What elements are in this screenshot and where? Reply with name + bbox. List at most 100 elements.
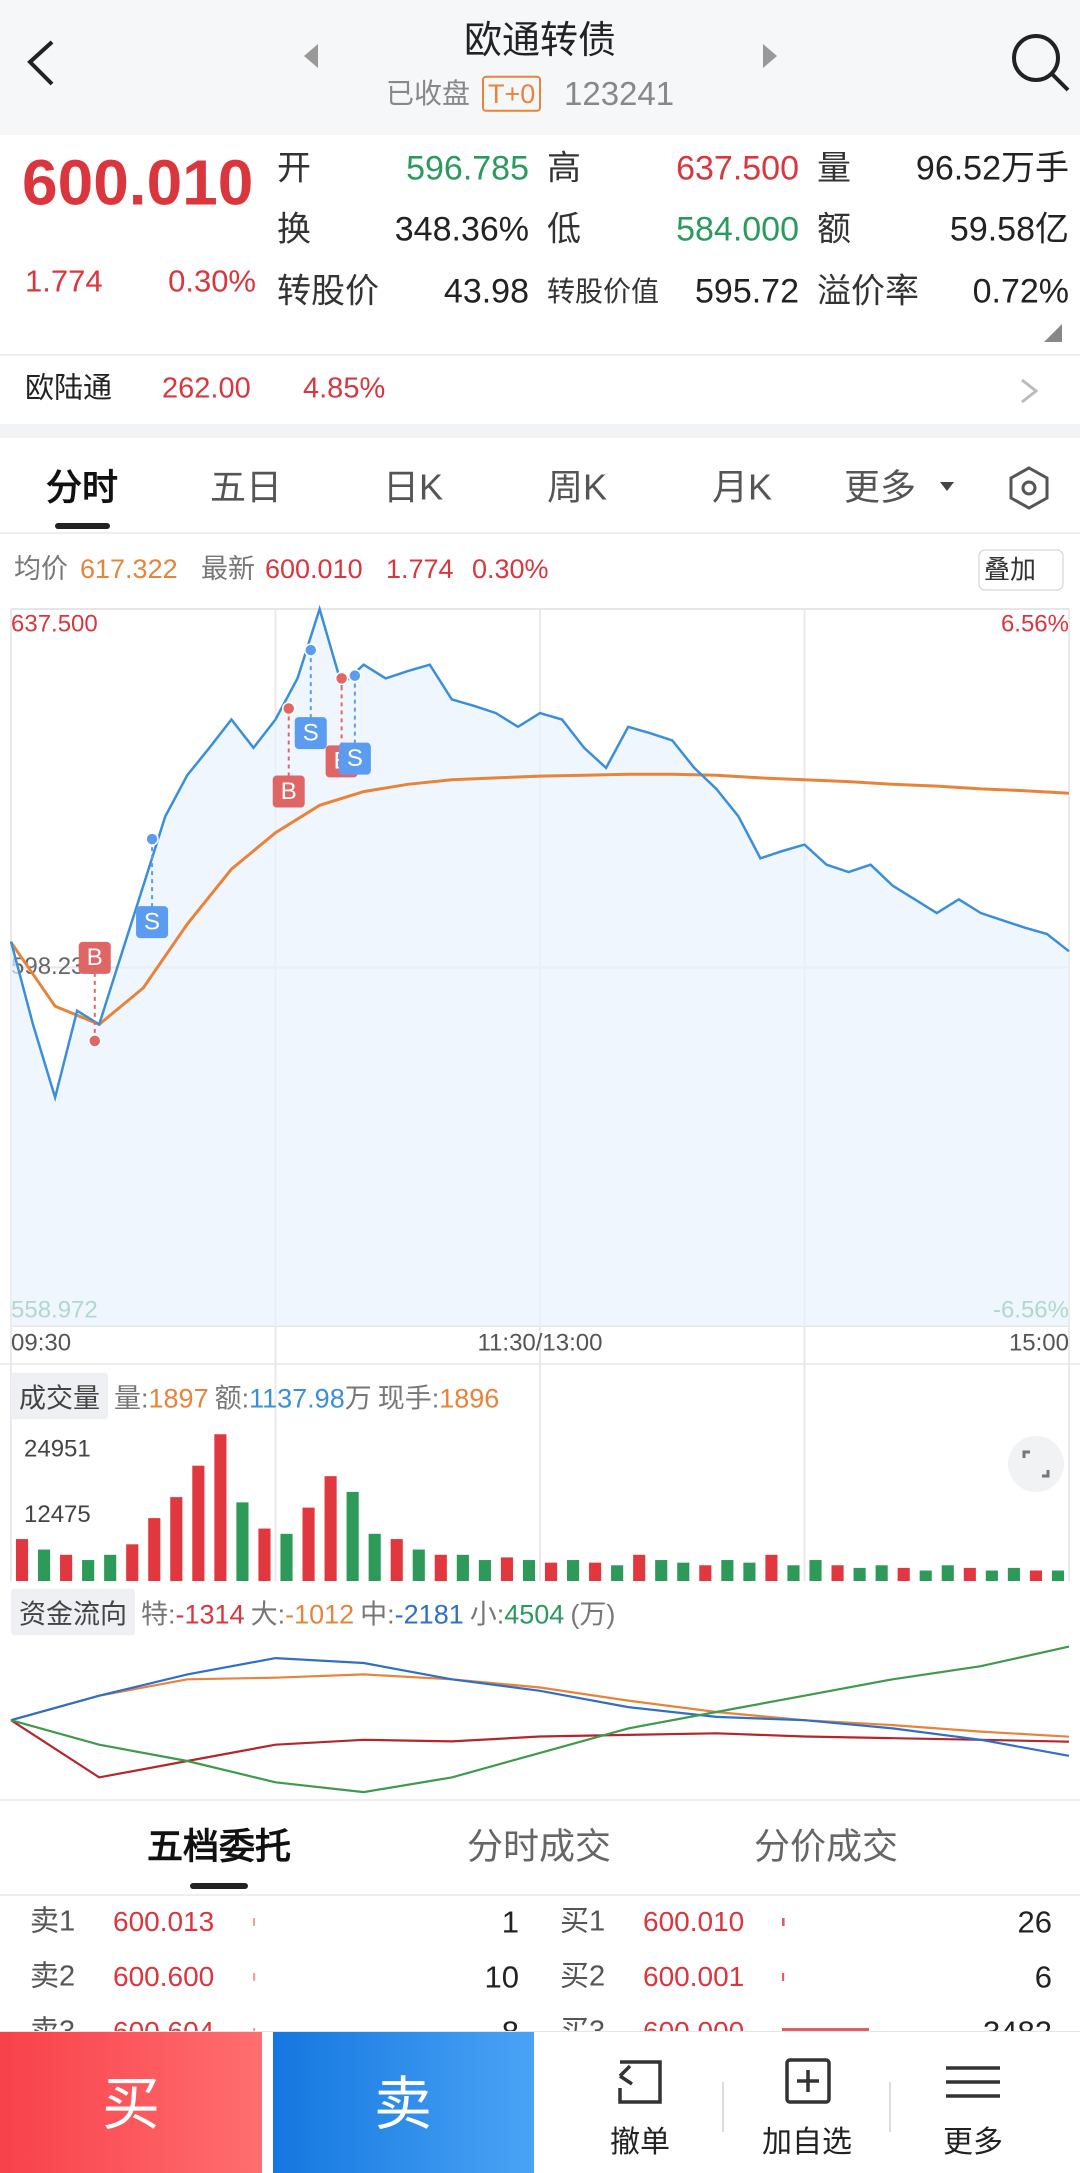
volume-bar: [567, 1560, 580, 1581]
volume-bar: [919, 1570, 932, 1581]
buy-button[interactable]: [0, 2032, 262, 2173]
charts: 558.972598.236637.500-6.56%6.56%09:3011:…: [0, 0, 1080, 2031]
quote-label: 量: [817, 149, 851, 188]
trade-point: [281, 701, 296, 716]
stat-label: 现手:: [377, 1383, 440, 1414]
volume-bar: [148, 1518, 161, 1581]
stat: 额:1137.98万: [215, 1377, 372, 1416]
volume-bar: [478, 1560, 491, 1581]
order-tab[interactable]: 五档委托: [146, 1825, 292, 1867]
avg-label: 均价: [14, 553, 68, 584]
trade-badge: [294, 717, 327, 750]
volume-bar: [390, 1539, 403, 1581]
stat: 小:4504: [470, 1593, 565, 1632]
x-tick-label: 15:00: [1009, 1329, 1069, 1356]
depth-bar: [253, 1973, 256, 1981]
order-label: 买2: [560, 1960, 606, 1993]
code: 123241: [564, 75, 675, 113]
volume-bar: [82, 1560, 95, 1581]
expand-corner: [1044, 324, 1062, 342]
prev-icon[interactable]: [304, 44, 318, 68]
volume-bar: [368, 1533, 381, 1581]
quote-label: 转股价: [277, 272, 379, 311]
chart-tab[interactable]: 五日: [209, 466, 283, 508]
header-bg: [0, 0, 1080, 135]
price-area: [11, 609, 1069, 1326]
overlay-label[interactable]: 叠加: [984, 554, 1037, 585]
bottom-bar: 买 卖 撤单 加自选 更多: [0, 2031, 1080, 2173]
volume-bar: [611, 1565, 624, 1581]
action-label[interactable]: 撤单: [610, 2126, 670, 2159]
trade-point: [145, 832, 159, 846]
overlay-button[interactable]: [978, 549, 1064, 591]
volume-bar: [633, 1554, 646, 1581]
chart-tab[interactable]: 更多: [843, 466, 917, 508]
volume-bar: [897, 1567, 910, 1581]
more-icon[interactable]: [946, 2066, 1000, 2098]
quote-label: 转股价值: [547, 276, 660, 308]
stat: 大:-1012: [251, 1593, 355, 1632]
watch-icon[interactable]: [785, 2058, 831, 2104]
volume-bar: [699, 1565, 712, 1581]
quote-label: 开: [277, 149, 311, 188]
volume-bar: [170, 1497, 183, 1581]
buy-label[interactable]: 买: [101, 2072, 161, 2138]
separator: [0, 424, 1080, 438]
order-tab[interactable]: 分时成交: [466, 1825, 612, 1867]
y-tick-label: 637.500: [11, 610, 98, 637]
order-qty: 26: [1017, 1904, 1052, 1940]
y2-tick-label: 6.56%: [1001, 610, 1069, 637]
volume-bar: [434, 1554, 447, 1581]
volume-bar: [456, 1554, 469, 1581]
volume-bar: [214, 1434, 227, 1581]
volume-bar: [324, 1476, 337, 1581]
search-icon[interactable]: [1012, 34, 1060, 82]
status: 已收盘: [386, 78, 471, 110]
volume-bar: [126, 1544, 139, 1581]
volume-bar: [831, 1565, 844, 1581]
selector[interactable]: 成交量: [11, 1372, 108, 1420]
sell-label[interactable]: 卖: [373, 2072, 433, 2138]
volume-bar: [985, 1570, 998, 1581]
avg-value: 617.322: [80, 553, 178, 584]
action-label[interactable]: 更多: [943, 2126, 1003, 2159]
settings-icon[interactable]: [1009, 466, 1049, 510]
sell-button[interactable]: [273, 2032, 534, 2173]
chart-tab[interactable]: 周K: [546, 466, 608, 508]
volume-bar: [346, 1491, 359, 1581]
selector[interactable]: 资金流向: [11, 1588, 135, 1636]
order-tab[interactable]: 分价成交: [753, 1825, 899, 1867]
trade-badge: [136, 906, 169, 939]
stat: 量:1897: [114, 1377, 209, 1416]
stat-label: 小:: [469, 1599, 505, 1630]
chart-tab[interactable]: 分时: [45, 466, 119, 508]
quote-value: 637.500: [676, 149, 799, 188]
stat: 现手:1896: [378, 1377, 500, 1416]
related-name[interactable]: 欧陆通: [25, 372, 113, 405]
stat-value: -2181: [394, 1599, 464, 1630]
fullscreen-button[interactable]: [1008, 1436, 1064, 1492]
flow-line: [10, 1719, 1070, 1779]
chevron[interactable]: [1021, 378, 1039, 404]
stat-value: -1012: [285, 1599, 355, 1630]
stat-value: 1137.98: [249, 1383, 345, 1414]
flow-line: [10, 1645, 1070, 1794]
quote-value: 96.52万手: [915, 149, 1069, 188]
chart-tab[interactable]: 月K: [711, 466, 773, 508]
stat: 特:-1314: [141, 1593, 245, 1632]
next-icon[interactable]: [763, 44, 777, 68]
volume-bar: [544, 1562, 558, 1581]
order-label: 卖1: [30, 1905, 76, 1938]
quote-value: 348.36%: [394, 210, 529, 249]
x-tick-label: 11:30/13:00: [477, 1329, 602, 1356]
back-icon[interactable]: [27, 40, 54, 86]
chart-tab[interactable]: 日K: [382, 466, 444, 508]
volume-bar: [589, 1562, 602, 1581]
depth-bar: [253, 1918, 256, 1926]
volume-bar: [963, 1567, 976, 1581]
action-label[interactable]: 加自选: [762, 2126, 852, 2159]
volume-bar: [721, 1560, 734, 1581]
order-price: 600.010: [643, 1906, 745, 1938]
cancel-icon[interactable]: [618, 2060, 662, 2104]
order-label: 卖2: [30, 1960, 76, 1993]
